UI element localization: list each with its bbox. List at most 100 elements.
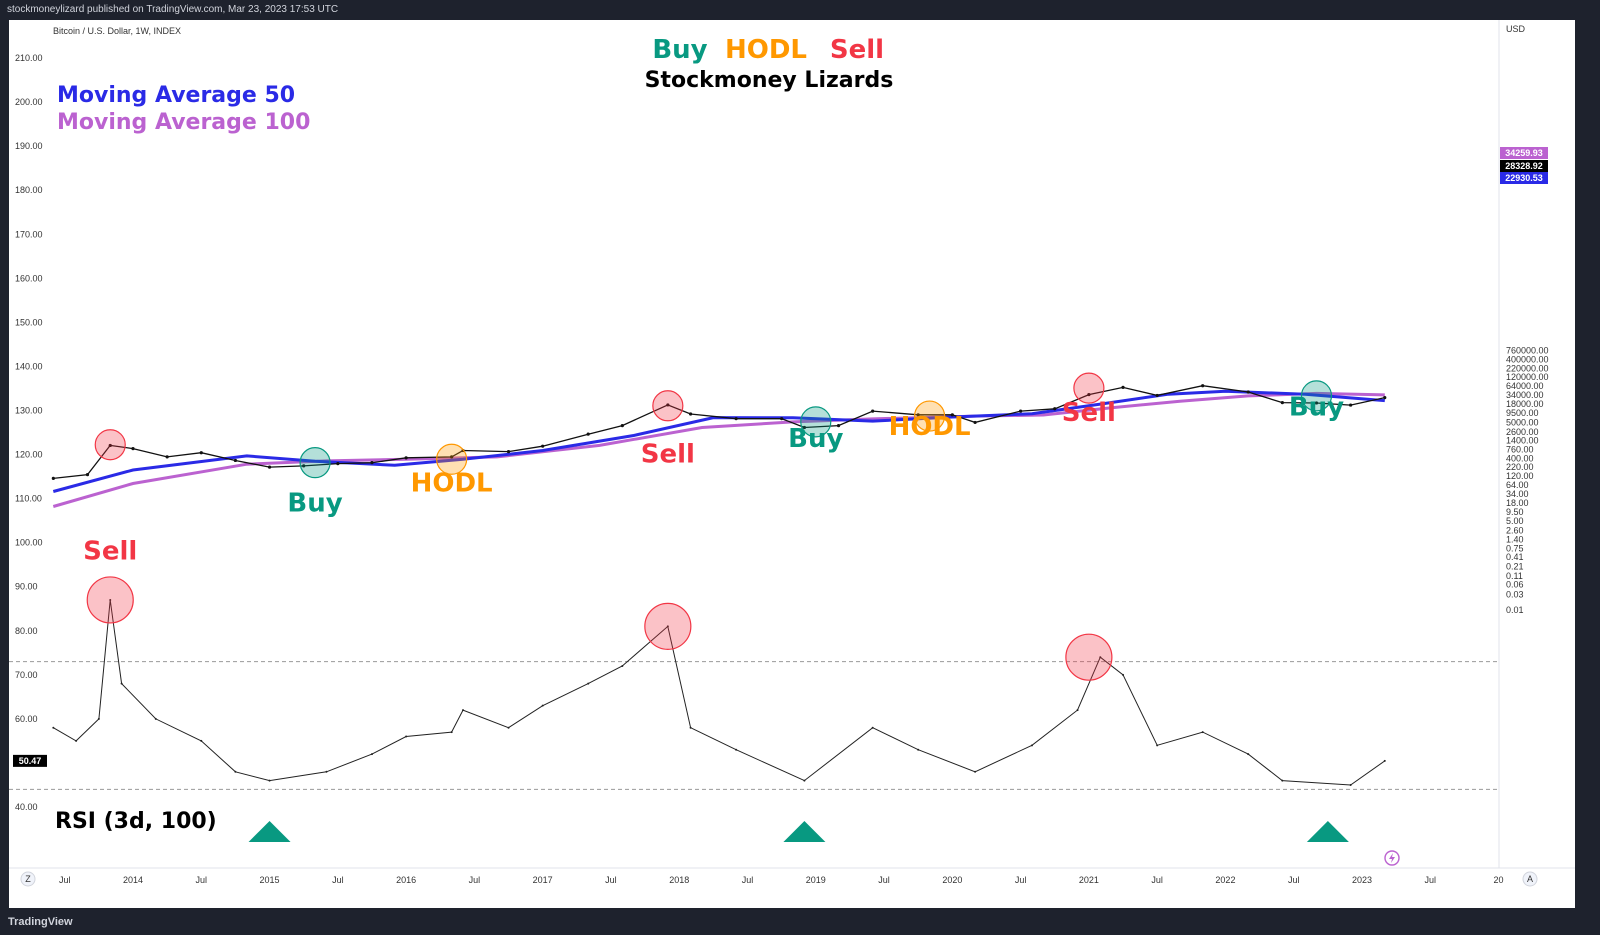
right-axis-tick: 0.06: [1506, 579, 1524, 589]
right-axis-unit: USD: [1506, 24, 1526, 34]
signal-circle: [436, 443, 468, 475]
price-point: [1053, 407, 1057, 411]
price-point: [450, 455, 454, 459]
price-point: [541, 444, 545, 448]
right-axis-tick: 18.00: [1506, 498, 1529, 508]
chart[interactable]: 220.00 210.00 200.00 190.00 180.00 170.00 160.…: [9, 20, 1575, 908]
ma100-line: [52, 391, 1385, 508]
right-axis-tick: 120.00: [1506, 471, 1534, 481]
price-point: [199, 451, 203, 455]
price-point: [620, 424, 624, 428]
rsi-bottom-triangle: [783, 821, 826, 842]
rsi-point: [109, 598, 112, 601]
right-axis-tick: 34000.00: [1506, 390, 1544, 400]
signal-circle: [1073, 372, 1105, 404]
footer-bar: TradingView: [0, 910, 1600, 935]
right-axis-tick: 0.11: [1506, 571, 1523, 581]
left-axis-tick: 80.00: [15, 626, 38, 636]
header-word: Sell: [830, 35, 884, 65]
legend-entry: Moving Average 50: [57, 83, 295, 108]
left-axis-tick: 130.00: [15, 406, 43, 416]
right-axis-tick: 2600.00: [1506, 427, 1539, 437]
tradingview-logo[interactable]: TradingView: [8, 916, 73, 928]
publish-info: stockmoneylizard published on TradingVie…: [7, 4, 339, 15]
rsi-point: [735, 748, 738, 751]
price-point: [51, 476, 55, 480]
price-point: [1280, 400, 1284, 405]
left-axis-tick: 180.00: [15, 185, 43, 195]
price-point: [85, 473, 90, 477]
right-axis-tick: 1400.00: [1506, 436, 1539, 446]
price-point: [336, 462, 340, 466]
right-axis-tick: 18000.00: [1506, 399, 1544, 409]
right-axis-tick: 5000.00: [1506, 417, 1539, 427]
signal-label: HODL: [889, 412, 971, 442]
rsi-point: [1076, 709, 1079, 712]
rsi-point: [1122, 673, 1125, 676]
time-axis-tick: Jul: [605, 875, 617, 885]
zoom-button-label: Z: [25, 874, 31, 884]
rsi-point: [450, 731, 453, 734]
rsi-point: [689, 726, 692, 729]
price-point: [1349, 403, 1353, 407]
right-axis-tick: 0.01: [1506, 605, 1524, 615]
rsi-point: [268, 779, 271, 782]
zoom-button: [20, 871, 36, 887]
time-axis-tick: Jul: [878, 875, 890, 885]
rsi-point: [871, 726, 874, 729]
right-axis-tick: 220.00: [1506, 462, 1534, 472]
rsi-peak-circle: [1065, 633, 1113, 681]
chart-panel[interactable]: 220.00 210.00 200.00 190.00 180.00 170.00 160.…: [9, 20, 1575, 908]
signal-label: Buy: [287, 488, 342, 518]
rsi-point: [370, 753, 373, 756]
rsi-point: [1247, 753, 1250, 756]
rsi-point: [462, 709, 465, 712]
signal-label: Buy: [788, 424, 843, 454]
time-axis-tick: Jul: [332, 875, 344, 885]
right-axis-tick: 400000.00: [1506, 355, 1549, 365]
price-tag-bg: [1500, 172, 1548, 184]
chart-subtitle: Stockmoney Lizards: [645, 68, 894, 93]
left-axis-tick: 90.00: [15, 582, 38, 592]
right-axis-tick: 220000.00: [1506, 363, 1549, 373]
right-axis-tick: 760.00: [1506, 444, 1534, 454]
right-axis-tick: 64000.00: [1506, 381, 1544, 391]
left-axis-tick: 40.00: [15, 802, 38, 812]
rsi-point: [621, 665, 624, 668]
time-axis-tick: Jul: [59, 875, 71, 885]
right-axis-tick: 1.40: [1506, 534, 1524, 544]
time-axis-tick: 2023: [1352, 875, 1372, 885]
right-axis-tick: 0.21: [1506, 562, 1524, 572]
price-point: [506, 450, 511, 454]
price-point: [404, 456, 408, 460]
publish-bar: stockmoneylizard published on TradingVie…: [0, 0, 1600, 20]
rsi-point: [120, 682, 123, 685]
time-axis-tick: 2018: [669, 875, 689, 885]
rsi-point: [803, 779, 806, 782]
rsi-bottom-triangle: [248, 821, 291, 842]
right-axis-tick: 2.60: [1506, 526, 1524, 536]
right-axis-tick: 0.41: [1506, 552, 1524, 562]
lightning-icon: [1384, 850, 1400, 866]
time-axis-tick: 2019: [806, 875, 826, 885]
time-axis-tick: Jul: [742, 875, 754, 885]
rsi-peak-circle: [86, 576, 134, 624]
rsi-point: [154, 717, 157, 720]
rsi-peak-circle: [644, 602, 692, 650]
lightning-bolt: [1389, 853, 1395, 863]
price-point: [302, 464, 306, 468]
price-tag-value: 28328.92: [1505, 161, 1543, 171]
price-point: [108, 443, 112, 448]
right-axis-tick: 64.00: [1506, 480, 1529, 490]
rsi-point: [1383, 759, 1386, 762]
time-axis-tick: Jul: [196, 875, 208, 885]
time-axis-tick: 2015: [260, 875, 280, 885]
price-point: [586, 432, 590, 436]
price-point: [666, 403, 670, 407]
rsi-point: [405, 735, 408, 738]
signal-circle: [299, 447, 331, 479]
price-tag-bg: [1500, 160, 1548, 172]
time-axis-tick: 2020: [942, 875, 962, 885]
rsi-point: [75, 739, 78, 742]
rsi-point: [587, 682, 590, 685]
